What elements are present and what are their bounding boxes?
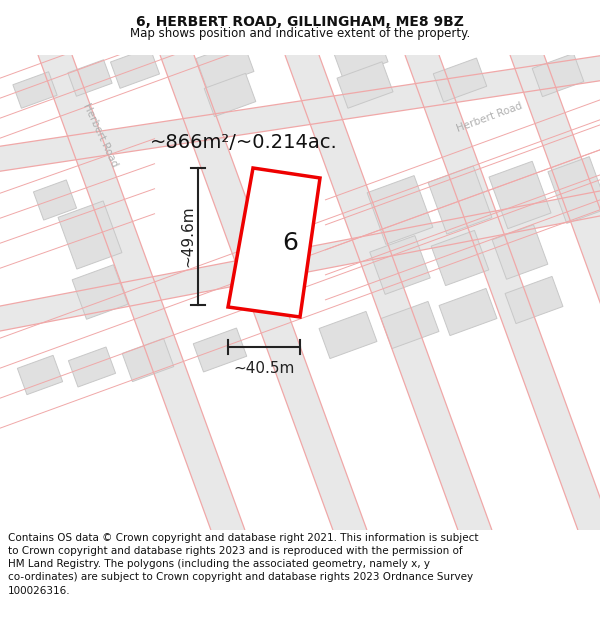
Polygon shape [505,276,563,324]
Text: 6, HERBERT ROAD, GILLINGHAM, ME8 9BZ: 6, HERBERT ROAD, GILLINGHAM, ME8 9BZ [136,16,464,29]
Polygon shape [58,201,122,269]
Text: 6: 6 [282,231,298,254]
Polygon shape [439,288,497,336]
Polygon shape [367,176,433,244]
Polygon shape [160,55,367,530]
Polygon shape [193,328,247,372]
Polygon shape [0,190,600,332]
Polygon shape [68,60,112,96]
Polygon shape [122,338,174,382]
Polygon shape [510,55,600,530]
Polygon shape [319,311,377,359]
Polygon shape [110,48,160,88]
Polygon shape [0,55,600,172]
Polygon shape [13,72,57,108]
Polygon shape [337,62,393,108]
Polygon shape [405,55,600,530]
Text: H...ert Road: H...ert Road [236,236,294,264]
Polygon shape [489,161,551,229]
Polygon shape [428,166,492,234]
Polygon shape [433,58,487,102]
Polygon shape [381,301,439,349]
Polygon shape [17,356,62,394]
Polygon shape [332,32,388,78]
Text: Herbert Road: Herbert Road [81,101,119,169]
Text: ~866m²/~0.214ac.: ~866m²/~0.214ac. [150,132,338,151]
Polygon shape [285,55,492,530]
Polygon shape [492,225,548,279]
Polygon shape [548,157,600,223]
Polygon shape [370,236,430,294]
Text: Herbert Road: Herbert Road [456,101,524,134]
Polygon shape [196,41,254,89]
Polygon shape [38,55,245,530]
Text: ~40.5m: ~40.5m [233,361,295,376]
Polygon shape [204,73,256,117]
Text: Map shows position and indicative extent of the property.: Map shows position and indicative extent… [130,27,470,39]
Polygon shape [532,53,584,97]
Text: Contains OS data © Crown copyright and database right 2021. This information is : Contains OS data © Crown copyright and d… [8,533,478,596]
Text: ~49.6m: ~49.6m [181,206,196,268]
Polygon shape [72,265,128,319]
Polygon shape [68,347,116,387]
Polygon shape [228,168,320,317]
Polygon shape [34,180,77,220]
Polygon shape [431,231,489,286]
